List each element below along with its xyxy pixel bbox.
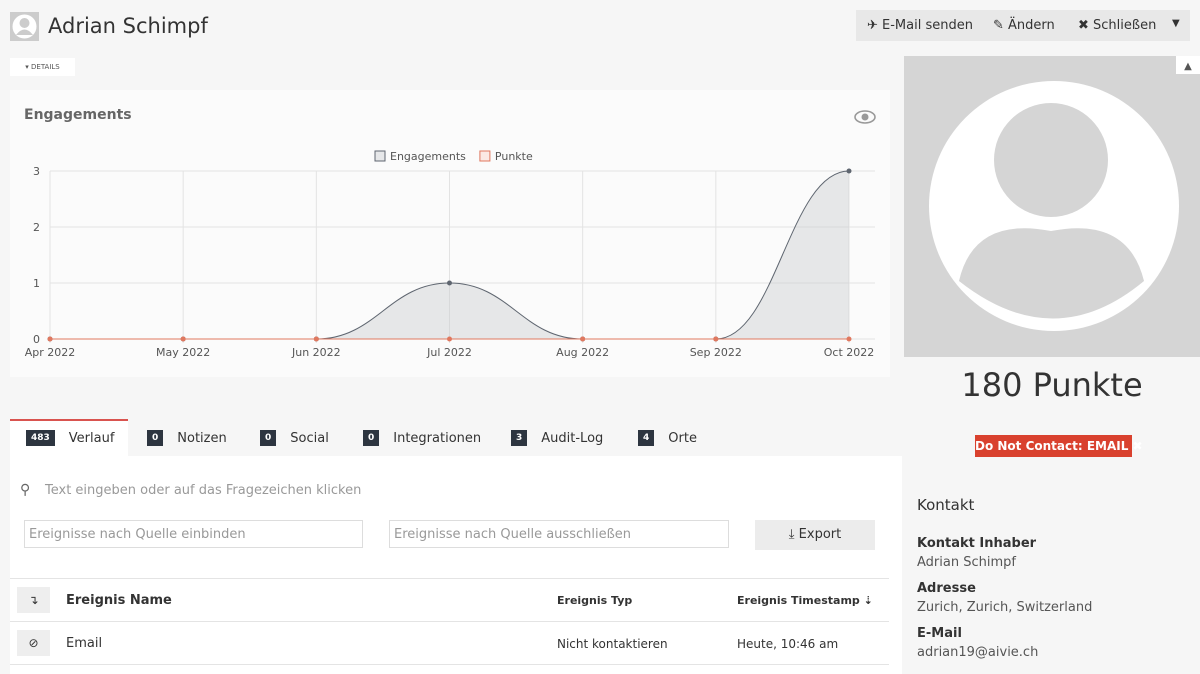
section-title: Kontakt <box>917 496 975 514</box>
exclude-filter[interactable]: Ereignisse nach Quelle ausschließen <box>389 520 729 548</box>
point <box>713 336 719 342</box>
tab-count: 483 <box>26 430 55 446</box>
label: Ereignis Timestamp <box>737 594 860 607</box>
tab[interactable]: 0 Social <box>260 420 329 456</box>
x-tick-label: Sep 2022 <box>690 346 742 359</box>
x-tick-label: Apr 2022 <box>25 346 76 359</box>
y-tick-label: 0 <box>33 333 40 346</box>
cell: Heute, 10:46 am <box>737 637 839 651</box>
field-label: Adresse <box>917 581 976 596</box>
legend-label: Punkte <box>495 150 533 163</box>
point <box>447 280 452 286</box>
email-button[interactable]: ✈ E-Mail senden <box>867 18 973 33</box>
field-value: Adrian Schimpf <box>917 555 1016 570</box>
tab[interactable]: 3 Audit-Log <box>511 420 603 456</box>
divider <box>10 578 889 579</box>
tab-label: Verlauf <box>68 430 115 446</box>
tab-label: Social <box>290 430 329 446</box>
cell: Nicht kontaktieren <box>557 637 668 651</box>
tab-count: 3 <box>511 430 528 446</box>
divider <box>10 621 889 622</box>
tab[interactable]: 0 Notizen <box>147 420 227 456</box>
label: DETAILS <box>31 63 60 71</box>
export-button[interactable]: ⤓ Export <box>755 520 875 550</box>
chart: 0 1 2 3 Apr 2022 May 2022 Jun 2022 Jul 2022 Aug … <box>25 150 875 359</box>
edit-button[interactable]: ✎ Ändern <box>993 18 1055 33</box>
point <box>313 336 319 342</box>
contact-name: Adrian Schimpf <box>48 14 208 38</box>
eye-icon[interactable] <box>854 110 876 124</box>
tab-count: 0 <box>363 430 380 446</box>
label: Schließen <box>1093 18 1157 33</box>
legend-swatch <box>374 150 386 162</box>
field-value: adrian19@aivie.ch <box>917 645 1039 660</box>
x-tick-label: Oct 2022 <box>824 346 875 359</box>
content-panel <box>10 456 902 674</box>
point <box>447 336 452 342</box>
tab-count: 4 <box>638 430 655 446</box>
label: Export <box>798 527 842 542</box>
label: Do Not Contact: EMAIL <box>975 439 1129 453</box>
contact-avatar: ▲ <box>904 56 1200 357</box>
label: E-Mail senden <box>882 18 973 33</box>
tab-label: Audit-Log <box>541 430 604 446</box>
point <box>846 168 852 174</box>
x-tick-label: Jul 2022 <box>426 346 472 359</box>
tab-label: Integrationen <box>393 430 482 446</box>
details-toggle[interactable]: ▾ DETAILS <box>10 58 75 76</box>
chart-title: Engagements <box>24 107 132 123</box>
cell: Email <box>66 636 103 651</box>
x-tick-label: Aug 2022 <box>556 346 609 359</box>
point <box>846 336 852 342</box>
point <box>580 336 586 342</box>
x-tick-label: May 2022 <box>156 346 210 359</box>
divider <box>10 664 889 665</box>
tab-count: 0 <box>147 430 164 446</box>
include-filter[interactable]: Ereignisse nach Quelle einbinden <box>24 520 363 548</box>
column-header[interactable]: Ereignis Timestamp ⇣ <box>737 594 873 607</box>
svg-text:▲: ▲ <box>1184 61 1192 72</box>
point <box>180 336 186 342</box>
tab[interactable]: 4 Orte <box>638 420 697 456</box>
column-header[interactable]: Ereignis Typ <box>557 594 633 607</box>
field-label: Kontakt Inhaber <box>917 536 1037 551</box>
point <box>47 336 53 342</box>
legend-swatch <box>479 150 491 162</box>
y-tick-label: 1 <box>33 277 40 290</box>
search-input[interactable]: Text eingeben oder auf das Fragezeichen … <box>45 483 362 498</box>
dnc-badge[interactable]: Do Not Contact: EMAIL ✖ <box>975 435 1143 457</box>
legend-label: Engagements <box>390 150 466 163</box>
field-value: Zurich, Zurich, Switzerland <box>917 600 1093 615</box>
toolbar <box>856 10 1190 41</box>
search-icon: ⚲ <box>20 482 31 498</box>
x-tick-label: Jun 2022 <box>291 346 341 359</box>
sort-button[interactable]: ↴ <box>17 587 50 613</box>
y-tick-label: 3 <box>33 165 40 178</box>
y-tick-label: 2 <box>33 221 40 234</box>
area <box>50 171 849 339</box>
dropdown[interactable]: ▼ <box>1172 18 1180 29</box>
tab-label: Notizen <box>177 430 227 446</box>
field-label: E-Mail <box>917 626 962 641</box>
tab[interactable]: 483 Verlauf <box>26 420 114 456</box>
points: 180 Punkte <box>961 366 1143 404</box>
tab-label: Orte <box>668 430 697 446</box>
close-button[interactable]: ✖ Schließen <box>1078 18 1157 33</box>
tab[interactable]: 0 Integrationen <box>363 420 481 456</box>
event-icon: ⊘ <box>17 630 50 656</box>
column-header[interactable]: Ereignis Name <box>66 593 172 608</box>
label: Ändern <box>1008 18 1055 33</box>
avatar-icon <box>10 12 39 41</box>
tab-count: 0 <box>260 430 277 446</box>
